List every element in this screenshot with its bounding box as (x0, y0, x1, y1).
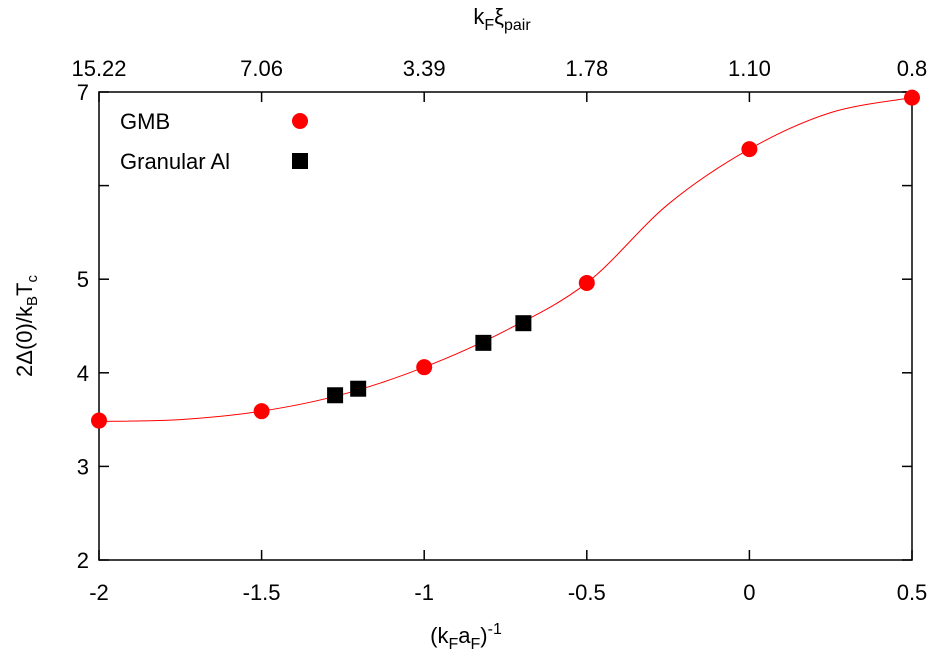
y-tick-label: 2 (77, 548, 89, 573)
x-tick-label: 0 (743, 580, 755, 605)
y-tick-label: 5 (77, 267, 89, 292)
legend-label: GMB (120, 109, 170, 134)
x2-tick-label: 3.39 (403, 56, 446, 81)
point (91, 412, 107, 429)
x-axis-label: (kFaF)-1 (430, 621, 502, 653)
x-tick-label: 0.5 (897, 580, 928, 605)
point (904, 89, 920, 106)
point (416, 359, 433, 376)
point (578, 274, 595, 291)
point (253, 403, 270, 420)
x-tick-label: -2 (89, 580, 109, 605)
y-tick-label: 4 (77, 361, 89, 386)
x-tick-label: -1 (414, 580, 434, 605)
y-tick-label: 3 (77, 454, 89, 479)
x-tick-label: -1.5 (243, 580, 281, 605)
x2-tick-label: 1.78 (565, 56, 608, 81)
legend-marker (292, 153, 308, 169)
point (327, 387, 344, 404)
x2-tick-label: 1.10 (728, 56, 771, 81)
point (741, 141, 758, 158)
y-tick-label: 7 (77, 80, 89, 105)
x2-tick-label: 7.06 (240, 56, 283, 81)
legend-marker (292, 113, 308, 129)
fit-curve (98, 97, 913, 422)
point (515, 315, 532, 332)
x2-tick-label: 0.8 (897, 56, 928, 81)
point (475, 334, 492, 351)
x2-tick-label: 15.22 (71, 56, 126, 81)
y-axis-label: 2Δ(0)/kBTc (12, 275, 41, 377)
x-tick-label: -0.5 (568, 580, 606, 605)
plot-frame (98, 91, 913, 561)
point (350, 380, 367, 397)
legend-label: Granular Al (120, 149, 230, 174)
x2-axis-label: kFξpair (473, 4, 531, 34)
